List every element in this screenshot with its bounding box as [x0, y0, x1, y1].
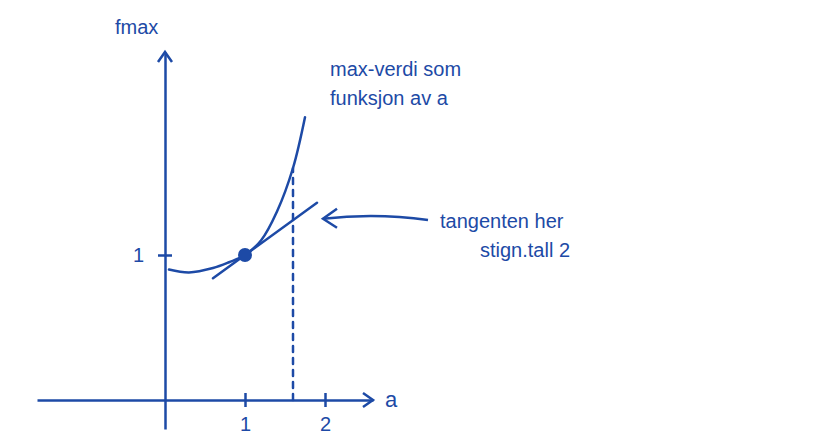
y-axis-title: fmax — [115, 16, 158, 38]
plot-area — [169, 117, 317, 400]
chart: 121afmaxmax-verdi somfunksjon av atangen… — [0, 0, 840, 437]
annotation: tangenten her stign.tall 2 — [440, 210, 570, 261]
x-axis: 12 — [38, 393, 374, 435]
line — [292, 168, 295, 400]
x-tick: 1 — [240, 393, 251, 435]
y-tick-label: 1 — [133, 244, 144, 266]
point — [238, 248, 252, 262]
y-tick-mark — [158, 254, 172, 257]
x-axis-line — [38, 399, 374, 402]
annotation-arrowhead — [323, 209, 337, 228]
line — [169, 117, 305, 272]
x-tick: 2 — [320, 393, 331, 435]
x-tick-mark — [244, 393, 247, 407]
annotation: max-verdi som funksjon av a — [330, 58, 461, 109]
annotation-arrow — [323, 216, 428, 220]
x-tick-mark — [324, 393, 327, 407]
annotation-line: funksjon av a — [330, 87, 449, 109]
y-axis-line — [164, 53, 167, 430]
x-axis-arrow — [363, 393, 373, 407]
y-axis: 1 — [133, 53, 172, 430]
x-tick-label: 2 — [320, 413, 331, 435]
annotation-line: tangenten her — [440, 210, 564, 232]
y-tick: 1 — [133, 244, 172, 266]
annotation-line: max-verdi som — [330, 58, 461, 80]
x-axis-title: a — [385, 387, 398, 412]
x-tick-label: 1 — [240, 413, 251, 435]
line — [213, 203, 317, 278]
annotation-line: stign.tall 2 — [480, 239, 570, 261]
y-axis-arrow — [158, 52, 172, 62]
